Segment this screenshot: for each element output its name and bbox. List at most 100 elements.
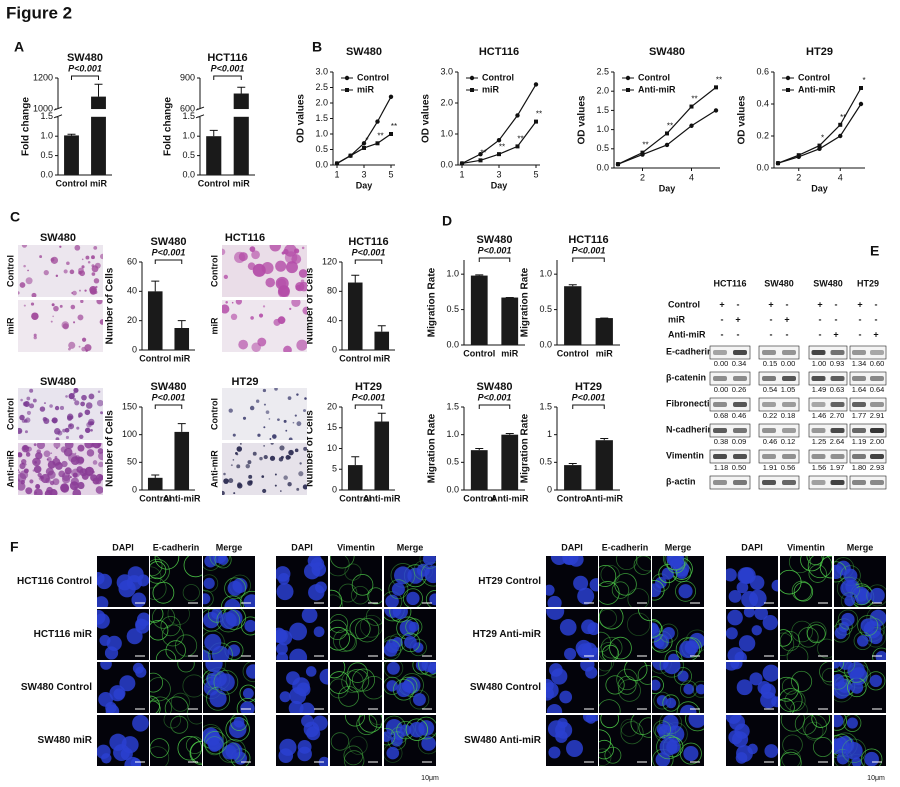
membrane-stain (599, 699, 621, 713)
blot-quantification: 1.80 (852, 463, 867, 472)
cell (31, 312, 39, 320)
cell (33, 333, 37, 337)
y-tick-label: 1 (547, 429, 552, 439)
blot-band (733, 376, 747, 381)
cell (98, 474, 103, 481)
cell (21, 419, 26, 423)
blot-sign: - (770, 329, 773, 339)
nucleus (384, 642, 398, 657)
cell (87, 261, 91, 264)
blot-band (782, 454, 796, 459)
cell (69, 415, 74, 420)
nucleus (736, 745, 753, 762)
cell (52, 315, 54, 318)
cell (248, 474, 253, 479)
cell (53, 305, 59, 312)
cell (223, 472, 226, 476)
if-column-label: DAPI (561, 542, 583, 552)
cell (62, 428, 66, 433)
blot-band (762, 402, 776, 407)
membrane-stain (368, 715, 382, 728)
blot-sign: - (875, 314, 878, 324)
x-tick-label: miR (596, 348, 614, 358)
legend-label: Control (357, 72, 389, 82)
nucleus (305, 666, 317, 677)
cell (18, 469, 20, 472)
if-image (384, 609, 436, 660)
membrane-stain (808, 564, 827, 583)
blot-frame (849, 449, 887, 464)
membrane-stain (150, 566, 162, 589)
if-image (726, 662, 778, 713)
cell (255, 399, 260, 403)
blot-band (713, 402, 727, 407)
if-image (150, 609, 202, 660)
cell (72, 472, 78, 478)
blot-protein: Vimentin (666, 450, 704, 460)
x-tick-label: Control (557, 493, 589, 503)
blot-band (762, 454, 776, 459)
y-tick-label: 1.0 (539, 269, 552, 279)
nucleus (100, 662, 112, 670)
cell (285, 429, 288, 432)
blot-quantification: 0.46 (763, 437, 778, 446)
cell (22, 401, 28, 407)
membrane-stain (388, 579, 409, 600)
y-axis-label: OD values (577, 95, 588, 144)
blot-band (782, 402, 796, 407)
nucleus (652, 622, 659, 635)
y-tick-label: 0.0 (756, 162, 769, 172)
cell (223, 478, 229, 484)
y-tick-label: 1.0 (40, 131, 53, 141)
cell (238, 252, 248, 262)
blot-frame (808, 423, 848, 438)
legend-label: Anti-miR (638, 84, 676, 94)
membrane-stain (330, 556, 350, 577)
cell (54, 405, 60, 411)
if-image (834, 556, 886, 607)
cell (68, 393, 75, 400)
nucleus (119, 675, 136, 692)
cell (69, 481, 79, 491)
x-tick-label: Control (139, 353, 171, 363)
if-image (599, 609, 651, 660)
marker (375, 141, 380, 146)
membrane-stain (209, 556, 230, 567)
cell (263, 454, 268, 460)
nucleus (587, 622, 598, 636)
cell (231, 301, 234, 304)
marker (348, 153, 353, 158)
marker (714, 85, 718, 90)
cell (228, 408, 233, 413)
series-line (777, 87, 862, 164)
cell (294, 448, 299, 453)
y-tick-label: 5 (332, 464, 337, 474)
membrane-stain (659, 715, 682, 735)
cell (81, 265, 85, 269)
x-tick-label: Control (139, 493, 171, 503)
blot-sign: - (819, 329, 822, 339)
p-value: P<0.001 (152, 247, 186, 257)
membrane-stain (160, 616, 181, 637)
nucleus (834, 662, 841, 669)
membrane-stain (780, 629, 793, 647)
membrane-stain (599, 748, 612, 766)
cell (298, 269, 307, 278)
blot-quantification: 0.46 (732, 411, 747, 420)
membrane-stain (663, 556, 687, 571)
blot-sign: - (786, 299, 789, 309)
p-value: P<0.001 (572, 245, 606, 255)
cell (77, 444, 85, 452)
x-tick-label: Control (198, 178, 230, 188)
nucleus (555, 721, 573, 739)
cell (22, 445, 28, 451)
membrane-stain (806, 556, 825, 566)
nucleus (406, 591, 420, 606)
membrane-stain (348, 736, 368, 755)
blot-sign: - (786, 329, 789, 339)
error-bar (600, 438, 609, 441)
cell (33, 443, 37, 447)
blot-band (733, 480, 747, 485)
membrane-stain (685, 715, 704, 732)
blot-sign: - (875, 299, 878, 309)
